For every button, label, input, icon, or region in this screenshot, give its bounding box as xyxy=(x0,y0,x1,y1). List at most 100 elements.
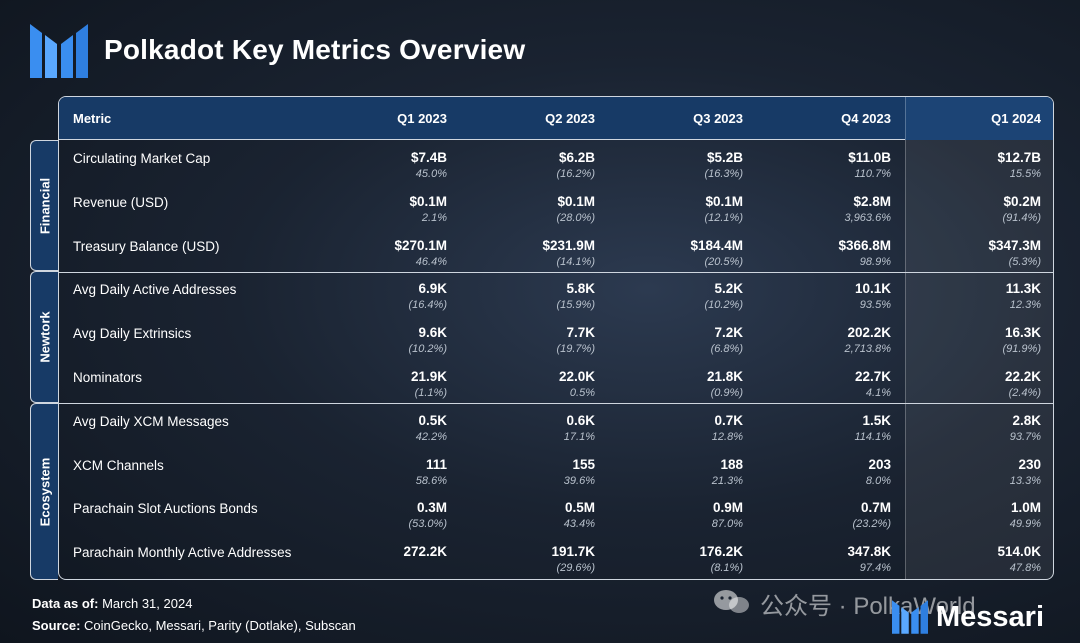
metric-value: 176.2K xyxy=(699,544,743,560)
metric-value: 6.9K xyxy=(418,281,447,297)
table-cell: 203 8.0% xyxy=(761,457,891,490)
highlight-column xyxy=(905,97,1053,579)
metric-value: 1.0M xyxy=(1010,500,1041,516)
metric-change: (91.9%) xyxy=(1002,343,1041,356)
metric-value: 188 xyxy=(720,456,743,472)
source-line: Source: CoinGecko, Messari, Parity (Dotl… xyxy=(32,618,356,633)
metric-name: Treasury Balance (USD) xyxy=(73,238,220,254)
metric-value: $0.1M xyxy=(557,193,595,209)
metric-value: $5.2B xyxy=(706,150,743,165)
metric-value: 203 xyxy=(868,456,891,472)
table-cell: 0.3M (53.0%) xyxy=(317,500,447,533)
source-label: Source: xyxy=(32,618,81,633)
metric-value: 5.8K xyxy=(566,281,595,297)
metric-value: 22.7K xyxy=(854,369,891,384)
table-row: Parachain Slot Auctions Bonds 0.3M (53.0%)… xyxy=(59,491,1053,535)
metric-change: (8.1%) xyxy=(710,562,743,575)
metric-change: 4.1% xyxy=(865,387,891,399)
metric-change: 97.4% xyxy=(859,562,891,575)
section-divider xyxy=(59,403,1053,404)
metric-change: (12.1%) xyxy=(704,211,743,224)
metric-change: (10.2%) xyxy=(408,343,447,356)
metric-change: 114.1% xyxy=(854,430,892,443)
table-cell: 230 13.3% xyxy=(911,457,1041,490)
metric-value: 21.8K xyxy=(706,369,743,384)
metric-change: (14.1%) xyxy=(556,255,595,268)
table-cell: 7.2K (6.8%) xyxy=(613,325,743,358)
metric-value: 0.5M xyxy=(564,500,595,516)
metric-name: Avg Daily Extrinsics xyxy=(73,326,192,342)
data-as-of-value: March 31, 2024 xyxy=(102,596,193,611)
table-cell: 2.8K 93.7% xyxy=(911,413,1041,446)
metric-value: 5.2K xyxy=(714,281,743,297)
table-cell: 21.9K (1.1%) xyxy=(317,369,447,402)
table-cell: 0.5K 42.2% xyxy=(317,413,447,446)
metric-value: 16.3K xyxy=(1004,325,1041,341)
table-cell: 202.2K 2,713.8% xyxy=(761,325,891,358)
table-cell: 0.9M 87.0% xyxy=(613,500,743,533)
brand-name: Messari xyxy=(936,601,1045,633)
metric-change: 42.2% xyxy=(415,430,447,443)
messari-logo-icon xyxy=(892,600,928,634)
metric-value: 0.9M xyxy=(712,500,743,516)
metric-name: XCM Channels xyxy=(73,457,164,473)
table-cell: 7.7K (19.7%) xyxy=(465,325,595,358)
metric-change: 93.5% xyxy=(859,299,891,312)
table-row: Avg Daily XCM Messages 0.5K 42.2% 0.6K 17.1%… xyxy=(59,404,1053,448)
metric-value: 0.7K xyxy=(714,412,743,428)
metric-value: $2.8M xyxy=(853,193,891,209)
metric-change: 13.3% xyxy=(1009,474,1041,487)
source-value: CoinGecko, Messari, Parity (Dotlake), Su… xyxy=(84,618,356,633)
wechat-icon xyxy=(714,590,749,613)
table-cell: 0.7M (23.2%) xyxy=(761,500,891,533)
table-cell: 22.2K (2.4%) xyxy=(911,369,1041,402)
table-row: Treasury Balance (USD) $270.1M 46.4% $231.9… xyxy=(59,229,1053,273)
metric-value: 514.0K xyxy=(997,544,1041,560)
metric-change: 46.4% xyxy=(415,255,447,268)
metric-value: 9.6K xyxy=(418,325,447,341)
table-cell: $231.9M (14.1%) xyxy=(465,238,595,271)
table-cell: 22.0K 0.5% xyxy=(465,369,595,402)
metric-value: 21.9K xyxy=(410,369,447,384)
table-cell: $0.1M (28.0%) xyxy=(465,194,595,227)
section-tab-network: Newtork xyxy=(30,271,58,403)
table-row: Circulating Market Cap $7.4B 45.0% $6.2B (16… xyxy=(59,141,1053,185)
metric-change: 58.6% xyxy=(415,474,447,487)
metric-value: 202.2K xyxy=(847,325,891,341)
column-header: Q1 2024 xyxy=(991,111,1041,126)
table-cell: $0.2M (91.4%) xyxy=(911,194,1041,227)
table-cell: 10.1K 93.5% xyxy=(761,281,891,314)
section-label: Newtork xyxy=(37,311,52,363)
metric-change: 93.7% xyxy=(1009,430,1041,443)
metric-value: 0.5K xyxy=(418,412,447,428)
table-cell: 191.7K (29.6%) xyxy=(465,544,595,577)
metric-value: $231.9M xyxy=(542,237,595,253)
table-cell: 155 39.6% xyxy=(465,457,595,490)
table-cell: 6.9K (16.4%) xyxy=(317,281,447,314)
metric-value: 22.0K xyxy=(558,369,595,384)
table-cell: $7.4B 45.0% xyxy=(317,150,447,183)
metric-change: 47.8% xyxy=(1009,562,1041,575)
table-cell: $0.1M 2.1% xyxy=(317,194,447,227)
metric-change: 2.1% xyxy=(421,211,447,224)
table-cell: 272.2K xyxy=(317,544,447,560)
metric-change: 2,713.8% xyxy=(844,343,891,356)
metric-name: Parachain Monthly Active Addresses xyxy=(73,545,292,561)
section-label: Ecosystem xyxy=(37,457,52,526)
metric-value: $0.1M xyxy=(705,193,743,209)
metric-value: 155 xyxy=(572,456,595,472)
metric-change: (16.2%) xyxy=(556,168,595,180)
column-header: Q2 2023 xyxy=(545,111,595,126)
table-cell: 21.8K (0.9%) xyxy=(613,369,743,402)
metric-name: Circulating Market Cap xyxy=(73,151,211,166)
metric-value: $12.7B xyxy=(997,150,1041,165)
metric-value: 0.3M xyxy=(416,500,447,516)
metric-change: (28.0%) xyxy=(556,211,595,224)
metric-name: Avg Daily XCM Messages xyxy=(73,413,229,429)
metric-name: Avg Daily Active Addresses xyxy=(73,282,237,298)
metric-change: 49.9% xyxy=(1009,518,1041,531)
metric-change: 98.9% xyxy=(859,255,891,268)
table-cell: 16.3K (91.9%) xyxy=(911,325,1041,358)
metric-change: (23.2%) xyxy=(852,518,891,531)
column-header: Q1 2023 xyxy=(397,111,447,126)
